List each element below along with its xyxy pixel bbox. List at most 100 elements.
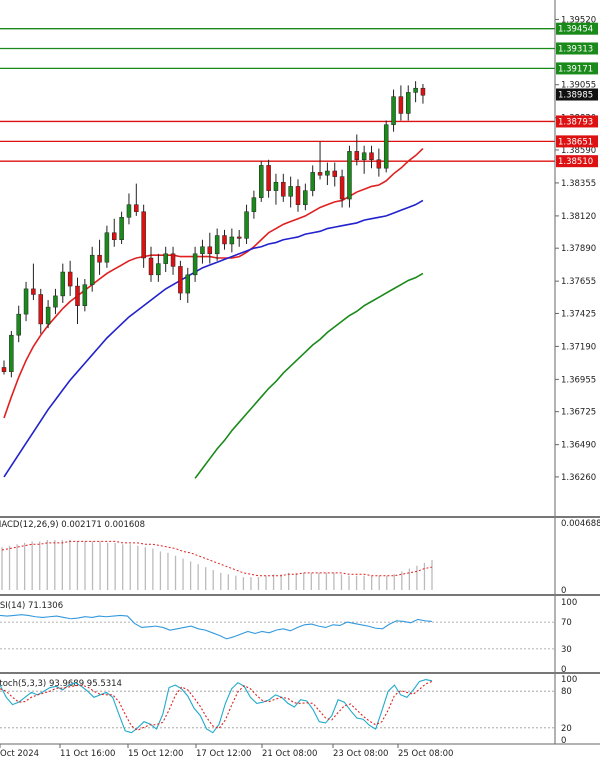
candle-body — [214, 235, 220, 255]
rsi-panel: RSI(14) 71.1306 100 70 30 0 — [0, 598, 577, 675]
level-tag-label: 1.39171 — [558, 64, 593, 74]
candle-body — [325, 170, 330, 176]
price-tick-label: 1.36490 — [561, 441, 596, 451]
candle-body — [391, 96, 396, 125]
candle-body — [361, 152, 367, 161]
macd-tick-label: 0 — [561, 586, 566, 596]
candle-body — [1, 367, 7, 372]
stoch-tick-label: 100 — [561, 675, 577, 685]
candle-body — [295, 186, 301, 205]
candle-body — [332, 170, 337, 177]
price-tick-label: 1.37190 — [561, 342, 596, 352]
candle-body — [45, 306, 51, 325]
candle-body — [192, 253, 198, 276]
candle-body — [156, 263, 161, 276]
candle-body — [354, 151, 360, 161]
price-tick-label: 1.36725 — [561, 408, 596, 418]
price-tick-label: 1.36260 — [561, 473, 596, 483]
candle-body — [200, 246, 205, 255]
panel-divider — [0, 516, 600, 518]
candle-body — [97, 254, 102, 263]
rsi-tick-label: 70 — [561, 618, 572, 628]
price-tick-label: 1.38590 — [561, 146, 596, 156]
level-tag — [556, 22, 598, 35]
candle-body — [288, 186, 293, 197]
candle-body — [259, 165, 264, 198]
current-price-tag — [556, 88, 598, 101]
time-tick-label: 21 Oct 08:00 — [262, 749, 317, 759]
level-tag — [556, 115, 598, 128]
candle-body — [60, 271, 66, 297]
x-axis: Oct 2024 11 Oct 16:00 15 Oct 12:00 17 Oct 1… — [0, 744, 453, 759]
rsi-line — [0, 614, 433, 640]
rsi-tick-label: 100 — [561, 598, 577, 608]
candle-body — [67, 271, 73, 287]
price-tick-label: 1.38120 — [561, 212, 596, 222]
level-tag — [556, 62, 598, 75]
price-tick-label: 1.36955 — [561, 375, 596, 385]
candle-body — [347, 151, 352, 200]
candle-body — [82, 284, 88, 306]
moving-average-line — [3, 199, 424, 478]
level-tag-label: 1.39313 — [558, 44, 593, 54]
candle-body — [317, 172, 323, 176]
candle-body — [16, 313, 21, 336]
candle-body — [185, 274, 190, 294]
stoch-tick-label: 0 — [561, 736, 566, 746]
price-tick-label: 1.37655 — [561, 277, 596, 287]
price-tick-label: 1.38355 — [561, 179, 596, 189]
current-price-label: 1.38985 — [558, 91, 593, 101]
level-tag — [556, 42, 598, 55]
level-tag — [556, 155, 598, 168]
candle-body — [178, 266, 183, 294]
level-tag-label: 1.38651 — [558, 137, 593, 147]
panel-divider — [0, 672, 600, 674]
candle-body — [75, 285, 80, 306]
moving-average-line — [3, 147, 424, 419]
macd-panel: MACD(12,26,9) 0.002171 0.001608 0.004688… — [0, 519, 600, 596]
rsi-tick-label: 0 — [561, 665, 566, 675]
candle-body — [339, 176, 345, 200]
price-tick-label: 1.39055 — [561, 81, 596, 91]
stoch-panel: Stoch(5,3,3) 93.9689 95.5314 100 80 20 0 — [0, 675, 577, 746]
candle-body — [53, 295, 58, 308]
rsi-label: RSI(14) 71.1306 — [0, 601, 63, 611]
candle-body — [236, 236, 242, 239]
candle-body — [126, 204, 132, 218]
stoch-tick-label: 80 — [561, 687, 572, 697]
candle-body — [23, 288, 29, 315]
candle-body — [376, 159, 382, 169]
time-tick-label: 11 Oct 16:00 — [60, 749, 115, 759]
candle-body — [303, 190, 308, 205]
price-tick-label: 1.37425 — [561, 309, 596, 319]
level-tag-label: 1.38793 — [558, 117, 593, 127]
candle-body — [244, 211, 249, 239]
price-tick-label: 1.37890 — [561, 244, 596, 254]
stoch-label: Stoch(5,3,3) 93.9689 95.5314 — [0, 679, 122, 689]
candle-body — [273, 181, 279, 191]
candle-body — [134, 204, 139, 212]
candle-body — [383, 124, 389, 169]
candle-body — [148, 257, 154, 276]
stoch-k-line — [0, 679, 433, 734]
candle-body — [119, 217, 124, 241]
candle-body — [369, 152, 374, 161]
candle-body — [163, 253, 168, 264]
time-tick-label: Oct 2024 — [0, 749, 39, 759]
panel-divider — [0, 594, 600, 596]
level-tag-label: 1.39454 — [558, 25, 593, 35]
candle-body — [398, 96, 404, 114]
macd-tick-label: 0.004688 — [561, 519, 600, 529]
time-tick-label: 23 Oct 08:00 — [333, 749, 388, 759]
candle-body — [38, 294, 43, 325]
time-tick-label: 17 Oct 12:00 — [196, 749, 251, 759]
candle-body — [406, 92, 411, 114]
candle-body — [222, 235, 227, 245]
candle-body — [9, 334, 14, 372]
candle-body — [89, 254, 95, 285]
price-tick-label: 1.39520 — [561, 15, 596, 25]
candle-body — [281, 181, 286, 197]
candle-body — [141, 211, 146, 259]
